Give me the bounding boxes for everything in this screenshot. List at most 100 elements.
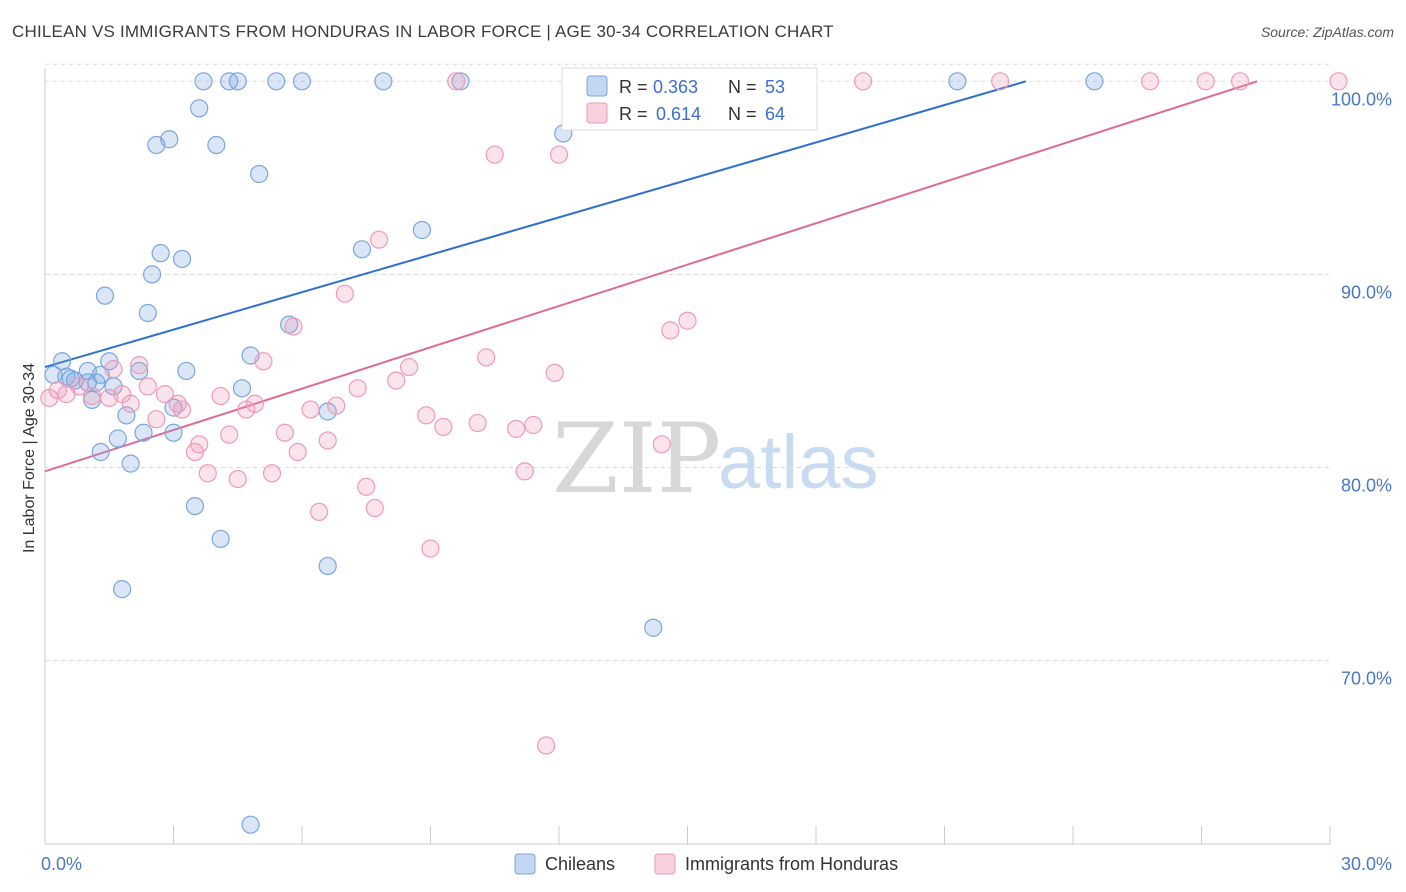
honduras-point-59 xyxy=(991,72,1010,91)
chileans-point-19 xyxy=(134,423,153,442)
chileans-point-51 xyxy=(948,72,967,91)
chileans-point-52 xyxy=(1085,72,1104,91)
honduras-point-6 xyxy=(104,359,123,379)
series-legend: Chileans Immigrants from Honduras xyxy=(514,853,898,875)
honduras-point-25 xyxy=(275,423,294,442)
watermark-zip: ZIP xyxy=(552,403,721,515)
legend-r-value-chileans: 0.363 xyxy=(653,77,698,97)
series-legend-label-honduras: Immigrants from Honduras xyxy=(685,854,898,874)
honduras-point-1 xyxy=(48,381,67,400)
chileans-point-27 xyxy=(172,249,192,269)
chileans-point-33 xyxy=(211,529,230,549)
honduras-point-28 xyxy=(301,400,320,419)
source-label: Source: ZipAtlas.com xyxy=(1260,24,1394,40)
chileans-point-42 xyxy=(292,72,312,91)
honduras-point-14 xyxy=(172,400,192,419)
chileans-point-43 xyxy=(318,556,337,576)
chileans-point-46 xyxy=(374,72,393,91)
honduras-point-54 xyxy=(661,321,680,340)
legend-n-value-honduras: 64 xyxy=(765,104,785,124)
honduras-point-42 xyxy=(447,72,466,91)
honduras-point-49 xyxy=(537,736,556,755)
honduras-point-10 xyxy=(138,377,157,396)
chileans-point-21 xyxy=(142,265,162,284)
honduras-point-3 xyxy=(70,377,89,396)
honduras-point-40 xyxy=(421,539,440,558)
chileans-trend-line xyxy=(44,80,1027,369)
chileans-point-17 xyxy=(121,454,140,473)
honduras-point-46 xyxy=(507,419,526,438)
axes xyxy=(44,68,1331,845)
honduras-point-4 xyxy=(83,386,102,406)
legend-n-label-honduras: N = xyxy=(728,104,757,124)
honduras-point-63 xyxy=(1329,72,1348,91)
honduras-point-20 xyxy=(228,469,247,489)
chileans-point-36 xyxy=(232,379,252,398)
correlation-legend: R = 0.363 N = 53 R = 0.614 N = 64 xyxy=(561,67,818,131)
y-tick-label-0: 70.0% xyxy=(1341,669,1392,689)
y-tick-label-1: 80.0% xyxy=(1341,475,1392,495)
honduras-point-38 xyxy=(399,357,419,377)
honduras-point-53 xyxy=(652,435,671,454)
series-legend-swatch-honduras xyxy=(654,853,676,875)
legend-r-label-honduras: R = xyxy=(619,104,648,124)
honduras-point-37 xyxy=(387,371,406,390)
x-tick-label-max: 30.0% xyxy=(1341,854,1392,874)
honduras-point-39 xyxy=(417,406,436,425)
legend-n-label-chileans: N = xyxy=(728,77,757,97)
honduras-point-19 xyxy=(220,425,239,444)
honduras-point-60 xyxy=(1140,72,1160,91)
chileans-point-11 xyxy=(95,286,115,305)
chileans-point-45 xyxy=(352,240,372,259)
x-tick-label-min: 0.0% xyxy=(41,854,82,874)
chileans-point-30 xyxy=(190,99,209,118)
honduras-point-55 xyxy=(678,311,697,330)
honduras-point-62 xyxy=(1230,72,1250,91)
honduras-point-31 xyxy=(327,396,346,415)
honduras-point-44 xyxy=(477,348,496,367)
chileans-point-20 xyxy=(138,303,157,323)
honduras-point-26 xyxy=(284,317,303,336)
grid-lines xyxy=(45,63,1330,662)
chileans-point-47 xyxy=(412,220,432,240)
chileans-point-10 xyxy=(91,442,110,462)
honduras-point-30 xyxy=(318,431,337,450)
honduras-point-22 xyxy=(245,394,264,413)
chileans-point-18 xyxy=(130,361,149,381)
honduras-point-8 xyxy=(121,394,140,413)
honduras-point-29 xyxy=(310,502,329,521)
honduras-point-16 xyxy=(190,435,209,454)
honduras-point-47 xyxy=(515,462,534,481)
chileans-point-38 xyxy=(241,815,260,834)
honduras-point-23 xyxy=(254,352,273,371)
watermark-atlas: atlas xyxy=(718,420,879,505)
honduras-point-11 xyxy=(147,410,166,429)
honduras-point-48 xyxy=(524,415,543,435)
y-tick-labels: 70.0% 80.0% 90.0% 100.0% xyxy=(1331,89,1392,688)
honduras-point-32 xyxy=(335,284,354,303)
y-tick-label-2: 90.0% xyxy=(1341,282,1392,302)
honduras-point-24 xyxy=(262,464,282,483)
honduras-point-45 xyxy=(485,145,504,164)
chileans-point-23 xyxy=(151,244,170,263)
honduras-point-51 xyxy=(549,145,569,164)
honduras-point-27 xyxy=(288,442,307,462)
legend-r-value-honduras: 0.614 xyxy=(656,104,701,124)
chileans-point-40 xyxy=(267,72,286,91)
data-points xyxy=(40,72,1348,834)
honduras-point-18 xyxy=(211,386,230,406)
honduras-point-35 xyxy=(365,498,384,518)
honduras-point-36 xyxy=(370,230,389,249)
honduras-point-43 xyxy=(468,413,487,433)
honduras-point-41 xyxy=(434,417,453,437)
chileans-point-15 xyxy=(112,580,132,599)
chileans-point-39 xyxy=(250,164,269,184)
series-legend-label-chileans: Chileans xyxy=(545,854,615,874)
legend-swatch-honduras xyxy=(586,102,608,124)
chileans-point-31 xyxy=(194,72,213,91)
honduras-point-34 xyxy=(357,477,376,496)
legend-r-label-chileans: R = xyxy=(619,77,648,97)
honduras-point-17 xyxy=(198,464,217,483)
chileans-point-8 xyxy=(87,373,106,392)
